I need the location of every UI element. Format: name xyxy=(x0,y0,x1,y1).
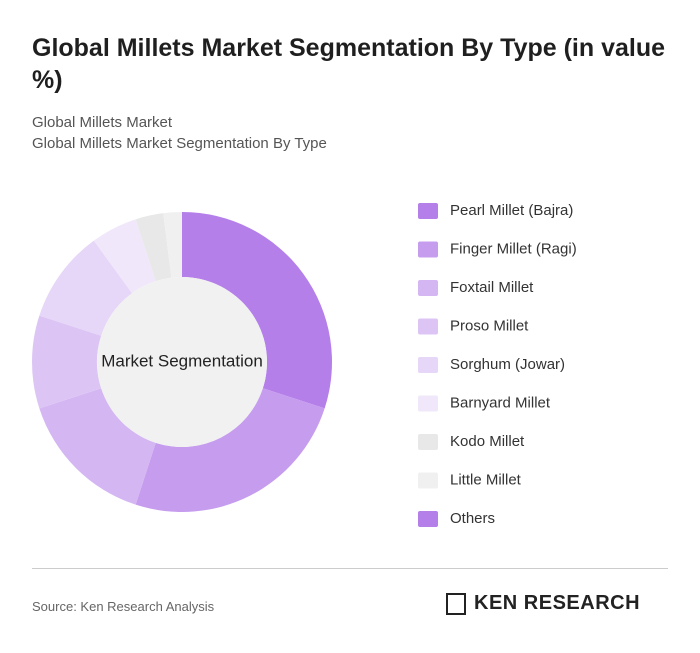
legend-label: Sorghum (Jowar) xyxy=(450,356,565,373)
legend-label: Others xyxy=(450,510,495,527)
legend-swatch xyxy=(418,472,438,489)
legend-swatch xyxy=(418,318,438,335)
legend-swatch xyxy=(418,280,438,296)
donut-slice xyxy=(182,212,332,409)
donut-hole xyxy=(97,277,267,447)
legend-swatch xyxy=(418,395,438,412)
legend-label: Kodo Millet xyxy=(450,433,525,450)
legend-label: Foxtail Millet xyxy=(450,279,534,296)
divider xyxy=(32,568,668,569)
subtitle: Global Millets Market xyxy=(32,114,173,131)
legend-label: Pearl Millet (Bajra) xyxy=(450,202,573,219)
legend-swatch xyxy=(418,434,438,450)
donut-slice xyxy=(39,388,156,505)
donut-slice xyxy=(163,212,182,278)
logo-mark xyxy=(446,592,466,615)
logo: KEN RESEARCH xyxy=(446,592,640,615)
legend-swatch xyxy=(418,203,438,219)
legend-label: Proso Millet xyxy=(450,317,529,334)
legend-swatch xyxy=(418,241,438,258)
subtitle: Global Millets Market Segmentation By Ty… xyxy=(32,135,327,152)
legend-label: Little Millet xyxy=(450,471,522,488)
donut-slice xyxy=(135,213,172,282)
donut-slice xyxy=(39,240,133,336)
source: Source: Ken Research Analysis xyxy=(32,599,215,614)
chart: Pearl Millet (Bajra) Finger Millet (Ragi)… xyxy=(32,202,577,527)
legend-label: Finger Millet (Ragi) xyxy=(450,240,577,257)
center-label: Market Segmentation xyxy=(101,351,263,370)
legend-label: Barnyard Millet xyxy=(450,394,551,411)
donut-slice xyxy=(135,388,325,512)
chart-title: Global Millets Market Segmentation By Ty… xyxy=(32,34,666,94)
legend-swatch xyxy=(418,511,438,527)
logo-text: KEN RESEARCH xyxy=(474,592,641,614)
donut-slice xyxy=(93,219,156,294)
donut-slice xyxy=(32,315,102,409)
legend-swatch xyxy=(418,357,438,373)
